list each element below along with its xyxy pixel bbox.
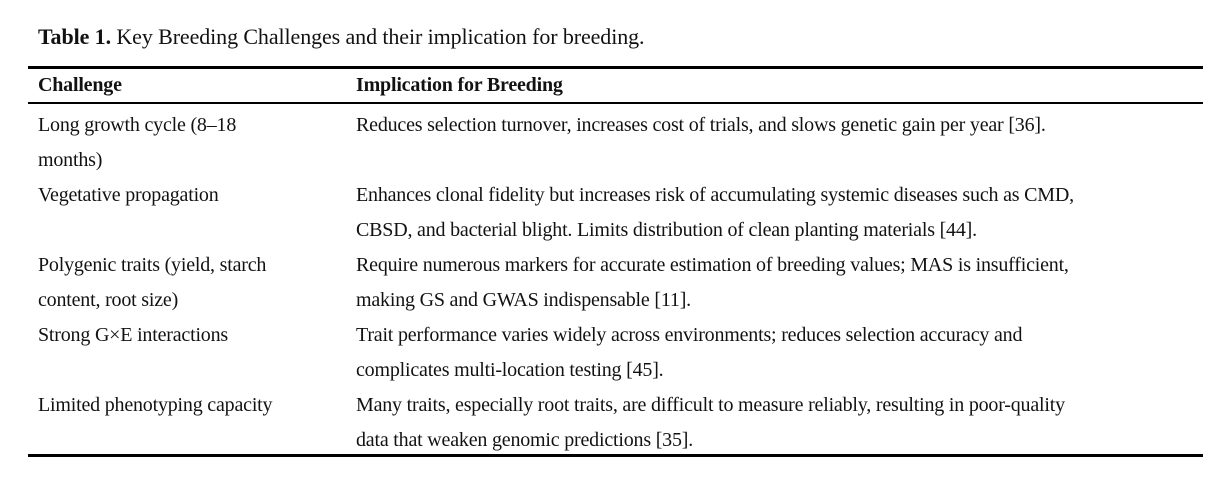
cell-line: Reduces selection turnover, increases co…: [356, 114, 1046, 136]
implication-cell: Reduces selection turnover, increases co…: [356, 108, 1203, 174]
cell-line: Strong G×E interactions: [38, 324, 228, 346]
challenge-cell: Long growth cycle (8–18 months): [28, 108, 356, 174]
cell-line: CBSD, and bacterial blight. Limits distr…: [356, 219, 977, 241]
implication-cell: Trait performance varies widely across e…: [356, 318, 1203, 384]
challenge-cell: Vegetative propagation: [28, 178, 356, 244]
table-caption: Table 1. Key Breeding Challenges and the…: [38, 24, 645, 50]
table-header-row: Challenge Implication for Breeding: [28, 69, 1203, 104]
challenge-cell: Polygenic traits (yield, starch content,…: [28, 248, 356, 314]
cell-line: [38, 213, 356, 248]
table-row: Limited phenotyping capacity Many traits…: [28, 384, 1203, 454]
table-row: Vegetative propagation Enhances clonal f…: [28, 174, 1203, 244]
cell-line: Long growth cycle (8–18: [38, 114, 237, 136]
table-caption-label: Table 1.: [38, 24, 111, 49]
cell-line: Limited phenotyping capacity: [38, 394, 273, 416]
table-caption-text: Key Breeding Challenges and their implic…: [110, 24, 645, 49]
table-row: Strong G×E interactions Trait performanc…: [28, 314, 1203, 384]
challenge-cell: Strong G×E interactions: [28, 318, 356, 384]
cell-line: [38, 423, 356, 458]
table-row: Polygenic traits (yield, starch content,…: [28, 244, 1203, 314]
cell-line: complicates multi-location testing [45].: [356, 359, 664, 381]
cell-line: Vegetative propagation: [38, 184, 219, 206]
cell-line: content, root size): [38, 289, 179, 311]
column-header-challenge: Challenge: [38, 74, 122, 96]
cell-line: [38, 353, 356, 388]
breeding-challenges-table: Challenge Implication for Breeding Long …: [28, 66, 1203, 457]
implication-cell: Require numerous markers for accurate es…: [356, 248, 1203, 314]
implication-cell: Enhances clonal fidelity but increases r…: [356, 178, 1203, 244]
cell-line: Trait performance varies widely across e…: [356, 324, 1023, 346]
cell-line: months): [38, 149, 103, 171]
cell-line: data that weaken genomic predictions [35…: [356, 429, 694, 451]
table-row: Long growth cycle (8–18 months) Reduces …: [28, 104, 1203, 174]
cell-line: Many traits, especially root traits, are…: [356, 394, 1065, 416]
column-header-implication: Implication for Breeding: [356, 74, 563, 96]
challenge-cell: Limited phenotyping capacity: [28, 388, 356, 454]
cell-line: Polygenic traits (yield, starch: [38, 254, 267, 276]
implication-cell: Many traits, especially root traits, are…: [356, 388, 1203, 454]
cell-line: Enhances clonal fidelity but increases r…: [356, 184, 1074, 206]
cell-line: Require numerous markers for accurate es…: [356, 254, 1069, 276]
cell-line: making GS and GWAS indispensable [11].: [356, 289, 691, 311]
cell-line: [356, 143, 1203, 178]
